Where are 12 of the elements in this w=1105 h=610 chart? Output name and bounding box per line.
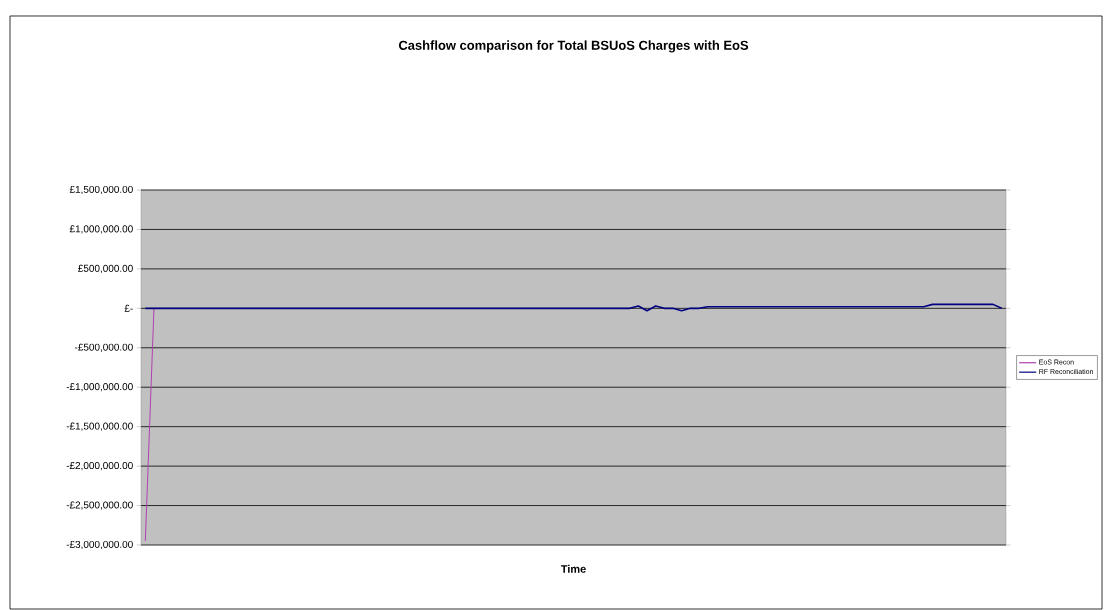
y-tick-label: -£2,000,000.00 <box>66 462 133 471</box>
y-tick-label: -£1,000,000.00 <box>66 383 133 392</box>
chart-title: Cashflow comparison for Total BSUoS Charges with EoS <box>398 40 749 53</box>
y-tick-label: £1,000,000.00 <box>69 225 133 234</box>
y-tick-label: -£2,500,000.00 <box>66 501 133 510</box>
x-axis-title: Time <box>560 564 586 573</box>
y-tick-label: £500,000.00 <box>78 264 133 274</box>
y-tick-label: £1,500,000.00 <box>69 185 133 195</box>
y-tick-label: £- <box>124 304 133 312</box>
y-tick-label: -£500,000.00 <box>74 343 133 352</box>
y-tick-label: -£1,500,000.00 <box>66 422 133 431</box>
y-tick-label: -£3,000,000.00 <box>66 540 133 550</box>
